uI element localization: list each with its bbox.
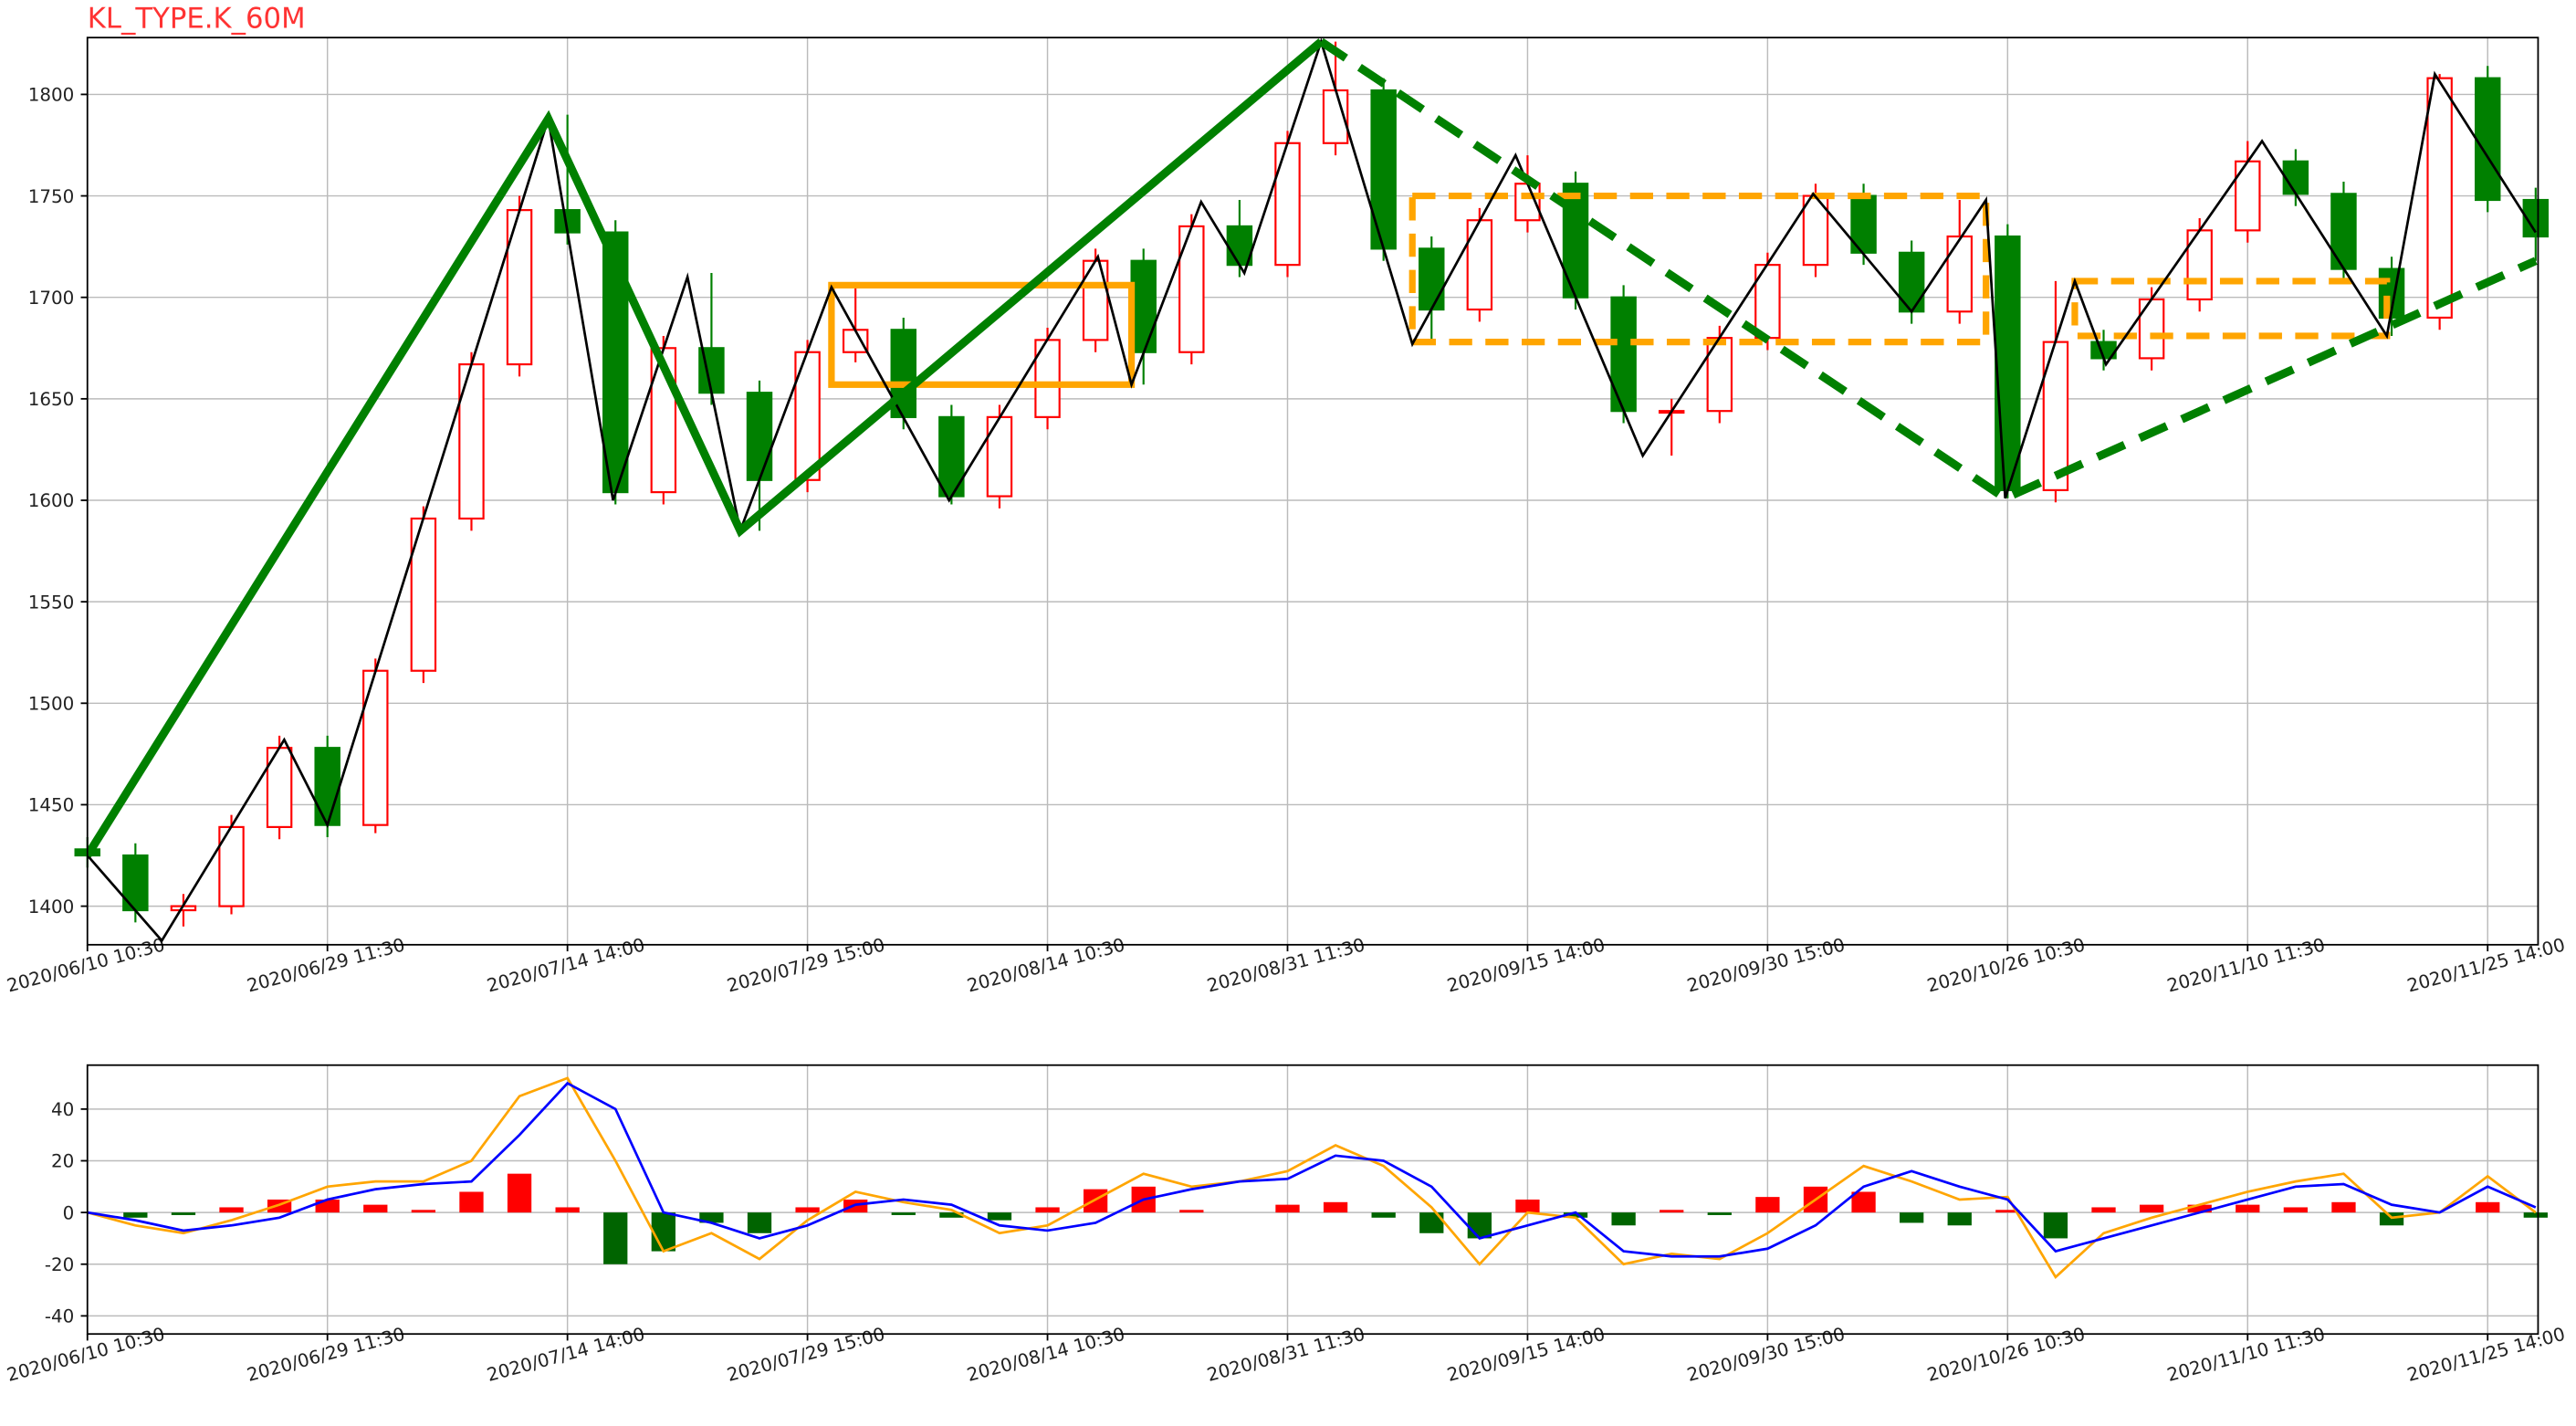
macd-bar [891, 1212, 916, 1215]
macd-bar [2523, 1212, 2548, 1218]
candle-body [506, 209, 533, 366]
candle-body [1274, 142, 1301, 267]
macd-bar [987, 1212, 1012, 1221]
y-tick-label: 1800 [28, 85, 75, 106]
candle-body [1226, 225, 1253, 267]
y-tick-label: 1650 [28, 389, 75, 410]
segment-line [83, 38, 1325, 858]
y-tick-label: 1450 [28, 795, 75, 816]
macd-bar [1995, 1210, 2020, 1213]
macd-bar [1419, 1212, 1444, 1233]
y-tick-label: 1700 [28, 288, 75, 309]
bi-line [86, 37, 2537, 943]
plot-frame [86, 1064, 2539, 1336]
macd-bar [411, 1210, 436, 1213]
candle-body [1466, 219, 1493, 311]
macd-bar [1755, 1197, 1780, 1213]
y-tick-label: 1500 [28, 694, 75, 715]
macd-bar [123, 1212, 148, 1218]
y-tick-label: 1750 [28, 186, 75, 207]
y-tick-label: 0 [63, 1202, 75, 1223]
candle-body [1178, 225, 1205, 353]
candle-body [1946, 235, 1973, 313]
macd-bar [795, 1207, 820, 1213]
candle-body [1706, 337, 1733, 413]
y-tick-label: 1600 [28, 490, 75, 511]
macd-bar [555, 1207, 580, 1213]
macd-bar [1851, 1191, 1876, 1213]
macd-bar [1323, 1201, 1348, 1213]
candle-body [2138, 298, 2165, 360]
macd-bar [171, 1212, 196, 1215]
macd-bar [2283, 1207, 2309, 1213]
macd-bar [1611, 1212, 1636, 1226]
y-tick-label: -20 [45, 1254, 74, 1275]
macd-bar [1900, 1212, 1924, 1223]
y-tick-label: 1400 [28, 896, 75, 917]
macd-bar [1371, 1212, 1396, 1218]
macd-bar [1707, 1212, 1732, 1215]
plot-frame [86, 37, 2539, 946]
segment-line [1318, 37, 2538, 503]
macd-bar [2331, 1201, 2356, 1213]
candle-body [2282, 160, 2309, 195]
pivot-box [828, 281, 1136, 388]
macd-bar [699, 1212, 724, 1223]
candle-body [1130, 259, 1157, 353]
macd-line [87, 1081, 2537, 1258]
candle-body [2426, 77, 2453, 320]
macd-bar [219, 1207, 244, 1213]
macd-bar [2236, 1204, 2260, 1213]
candle-body [746, 392, 773, 481]
macd-bar [2476, 1201, 2500, 1213]
macd-bar [747, 1212, 772, 1233]
candle-body [362, 669, 389, 826]
macd-bar [651, 1212, 675, 1252]
chart-title: KL_TYPE.K_60M [88, 2, 306, 35]
macd-bar [2043, 1212, 2068, 1239]
pivot-box [2071, 278, 2391, 340]
y-tick-label: 20 [51, 1151, 74, 1172]
macd-bar [1035, 1207, 1060, 1213]
macd-bar [1275, 1204, 1300, 1213]
y-tick-label: 1550 [28, 592, 75, 613]
macd-bar [2091, 1207, 2116, 1213]
macd-bar [1515, 1199, 1540, 1213]
y-tick-label: 40 [51, 1099, 74, 1120]
macd-bar [2139, 1204, 2164, 1213]
macd-bar [603, 1212, 628, 1264]
macd-bar [2187, 1204, 2212, 1213]
candle-body [2474, 77, 2501, 202]
macd-bar [1179, 1210, 1204, 1213]
candle-body [1995, 235, 2021, 491]
candle-body [1562, 183, 1589, 299]
macd-bar [939, 1212, 964, 1218]
candle-body [1610, 296, 1637, 413]
candle-body [1419, 247, 1445, 311]
macd-bar [1563, 1212, 1588, 1218]
candle-body [314, 747, 340, 826]
y-tick-label: -40 [45, 1306, 74, 1327]
macd-bar [459, 1191, 484, 1213]
macd-line [87, 1076, 2537, 1280]
macd-bar [2379, 1212, 2404, 1226]
candle-body [986, 415, 1013, 498]
macd-bar [363, 1204, 388, 1213]
macd-bar [1467, 1212, 1492, 1239]
macd-bar [1947, 1212, 1972, 1226]
candle-body [218, 825, 245, 907]
macd-bar [1660, 1210, 1684, 1213]
macd-bar [507, 1173, 532, 1213]
candle-body [2330, 193, 2357, 270]
